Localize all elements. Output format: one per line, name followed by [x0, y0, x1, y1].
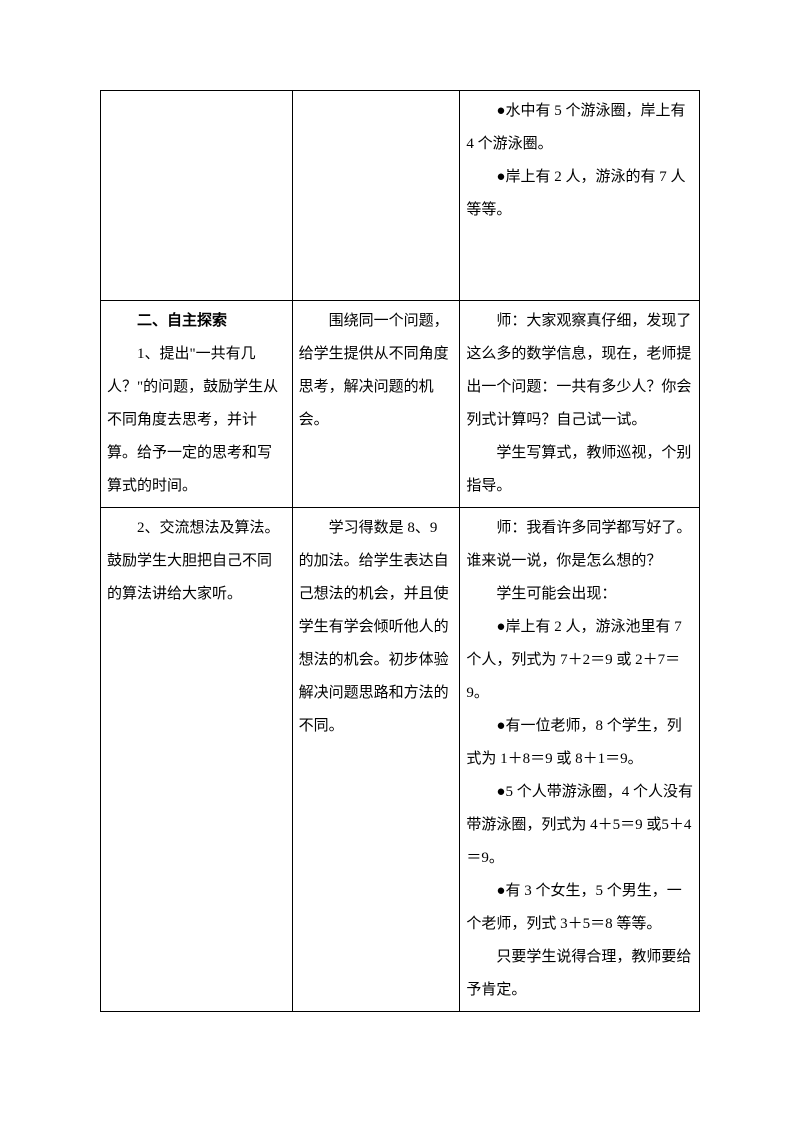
cell-text: 只要学生说得合理，教师要给予肯定。: [466, 941, 693, 1007]
cell-text: ●岸上有 2 人，游泳的有 7 人等等。: [466, 161, 693, 227]
cell-design: 学习得数是 8、9 的加法。给学生表达自己想法的机会，并且使学生有学会倾听他人的…: [292, 508, 460, 1012]
cell-design: [292, 91, 460, 301]
cell-text: 1、提出"一共有几人？"的问题，鼓励学生从不同角度去思考，并计算。给予一定的思考…: [107, 338, 286, 503]
document-page: ●水中有 5 个游泳圈，岸上有 4 个游泳圈。 ●岸上有 2 人，游泳的有 7 …: [0, 0, 800, 1072]
cell-activity: [101, 91, 293, 301]
table-row: ●水中有 5 个游泳圈，岸上有 4 个游泳圈。 ●岸上有 2 人，游泳的有 7 …: [101, 91, 700, 301]
cell-text: 学习得数是 8、9 的加法。给学生表达自己想法的机会，并且使学生有学会倾听他人的…: [299, 512, 454, 743]
cell-activity: 二、自主探索 1、提出"一共有几人？"的问题，鼓励学生从不同角度去思考，并计算。…: [101, 301, 293, 508]
cell-dialogue: 师：我看许多同学都写好了。谁来说一说，你是怎么想的？ 学生可能会出现： ●岸上有…: [460, 508, 700, 1012]
table-row: 2、交流想法及算法。鼓励学生大胆把自己不同的算法讲给大家听。 学习得数是 8、9…: [101, 508, 700, 1012]
cell-text: 师：大家观察真仔细，发现了这么多的数学信息，现在，老师提出一个问题：一共有多少人…: [466, 305, 693, 437]
cell-text: 学生写算式，教师巡视，个别指导。: [466, 437, 693, 503]
lesson-table: ●水中有 5 个游泳圈，岸上有 4 个游泳圈。 ●岸上有 2 人，游泳的有 7 …: [100, 90, 700, 1012]
cell-activity: 2、交流想法及算法。鼓励学生大胆把自己不同的算法讲给大家听。: [101, 508, 293, 1012]
section-heading: 二、自主探索: [107, 305, 286, 338]
cell-text: 学生可能会出现：: [466, 578, 693, 611]
cell-text: ●5 个人带游泳圈，4 个人没有带游泳圈，列式为 4＋5＝9 或5＋4＝9。: [466, 776, 693, 875]
cell-text: 围绕同一个问题，给学生提供从不同角度思考，解决问题的机会。: [299, 305, 454, 437]
cell-text: ●水中有 5 个游泳圈，岸上有 4 个游泳圈。: [466, 95, 693, 161]
cell-text: ●有 3 个女生，5 个男生，一个老师，列式 3＋5＝8 等等。: [466, 875, 693, 941]
cell-text: ●岸上有 2 人，游泳池里有 7 个人，列式为 7＋2＝9 或 2＋7＝9。: [466, 611, 693, 710]
cell-design: 围绕同一个问题，给学生提供从不同角度思考，解决问题的机会。: [292, 301, 460, 508]
cell-dialogue: 师：大家观察真仔细，发现了这么多的数学信息，现在，老师提出一个问题：一共有多少人…: [460, 301, 700, 508]
cell-text: 师：我看许多同学都写好了。谁来说一说，你是怎么想的？: [466, 512, 693, 578]
cell-dialogue: ●水中有 5 个游泳圈，岸上有 4 个游泳圈。 ●岸上有 2 人，游泳的有 7 …: [460, 91, 700, 301]
table-row: 二、自主探索 1、提出"一共有几人？"的问题，鼓励学生从不同角度去思考，并计算。…: [101, 301, 700, 508]
cell-text: 2、交流想法及算法。鼓励学生大胆把自己不同的算法讲给大家听。: [107, 512, 286, 611]
cell-text: ●有一位老师，8 个学生，列式为 1＋8＝9 或 8＋1＝9。: [466, 710, 693, 776]
